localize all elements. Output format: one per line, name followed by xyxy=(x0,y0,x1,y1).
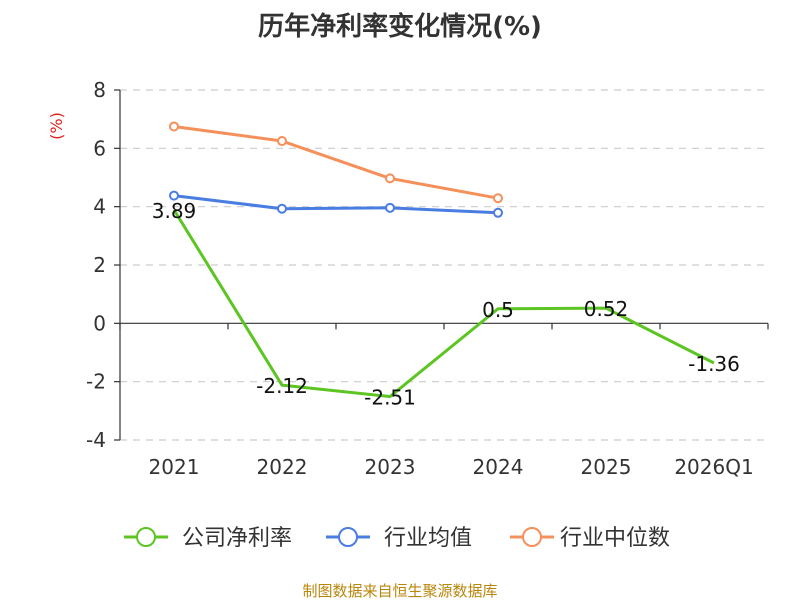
legend-item-0: 公司净利率 xyxy=(124,526,292,551)
legend-swatch-icon xyxy=(136,527,156,547)
y-tick-label: -2 xyxy=(86,370,106,394)
data-point xyxy=(385,173,395,184)
series-line xyxy=(173,124,499,200)
data-point xyxy=(169,190,179,201)
legend-label: 公司净利率 xyxy=(182,526,292,551)
data-point xyxy=(169,121,179,132)
data-point xyxy=(493,207,503,218)
series-1 xyxy=(169,190,503,218)
data-point xyxy=(385,202,395,213)
legend-label: 行业中位数 xyxy=(560,526,670,551)
data-label: -2.12 xyxy=(256,374,308,398)
data-label: 0.52 xyxy=(584,297,629,321)
axes: -4 -2 0 2 4 6 8 2021 2022 2023 2024 2025 2026Q1 xyxy=(86,78,769,479)
y-tick-label: 0 xyxy=(93,311,106,335)
data-point xyxy=(277,136,287,147)
series-2 xyxy=(169,121,503,204)
y-tick-label: 6 xyxy=(93,136,106,160)
y-tick-label: 4 xyxy=(93,195,106,219)
x-tick-label: 2021 xyxy=(149,455,200,479)
legend: 公司净利率 行业均值 行业中位数 xyxy=(124,526,670,551)
data-label: -1.36 xyxy=(688,352,740,376)
grid-lines xyxy=(120,89,768,441)
series-0 xyxy=(172,209,715,399)
x-tick-label: 2025 xyxy=(581,455,632,479)
y-tick-label: -4 xyxy=(86,428,106,452)
x-tick-label: 2022 xyxy=(257,455,308,479)
series-lines xyxy=(169,121,715,399)
legend-label: 行业均值 xyxy=(384,526,472,551)
data-label: 0.5 xyxy=(482,298,514,322)
data-point xyxy=(277,203,287,214)
y-axis-unit-label: (%) xyxy=(47,112,66,140)
y-tick-label: 8 xyxy=(93,78,106,102)
source-note: 制图数据来自恒生聚源数据库 xyxy=(302,582,498,600)
legend-swatch-icon xyxy=(338,527,358,547)
y-tick-label: 2 xyxy=(93,253,106,277)
data-label: -2.51 xyxy=(364,386,416,410)
x-tick-label: 2026Q1 xyxy=(674,455,753,479)
series-line xyxy=(173,194,499,215)
data-label: 3.89 xyxy=(152,199,197,223)
series-line xyxy=(172,209,715,399)
legend-swatch-icon xyxy=(522,527,542,547)
x-tick-label: 2023 xyxy=(365,455,416,479)
chart-title: 历年净利率变化情况(%) xyxy=(258,12,542,42)
legend-item-1: 行业均值 xyxy=(326,526,472,551)
legend-item-2: 行业中位数 xyxy=(510,526,670,551)
x-tick-label: 2024 xyxy=(473,455,524,479)
data-point xyxy=(493,193,503,204)
data-labels: 3.89 -2.12 -2.51 0.5 0.52 -1.36 xyxy=(152,199,740,410)
